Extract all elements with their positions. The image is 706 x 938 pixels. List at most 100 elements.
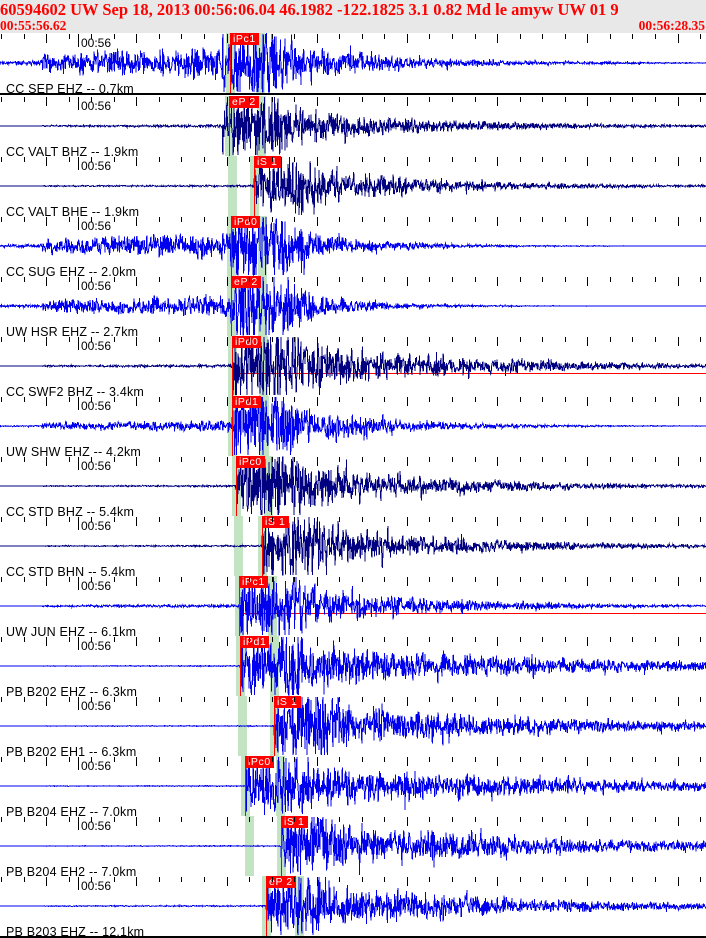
channel-label: CC STD BHN -- 5.4km bbox=[6, 565, 136, 576]
phase-pick-label[interactable]: iPd1 bbox=[232, 396, 262, 408]
phase-pick-label[interactable]: iS 1 bbox=[254, 156, 281, 168]
axis-tick bbox=[362, 817, 363, 822]
trace-row[interactable]: eP 2 UW HSR EHZ -- 2.7km bbox=[0, 276, 706, 336]
channel-label: CC VALT BHZ -- 1.9km bbox=[6, 145, 139, 156]
trace-row[interactable]: eP 2 PB B203 EHZ -- 12.1km bbox=[0, 876, 706, 936]
phase-pick-label[interactable]: iPc0 bbox=[245, 756, 274, 768]
channel-label: PB B204 EH2 -- 7.0km bbox=[6, 865, 137, 876]
axis-tick bbox=[24, 97, 25, 102]
phase-pick-line[interactable] bbox=[274, 696, 275, 756]
phase-pick-label[interactable]: iPc1 bbox=[239, 576, 268, 588]
trace-row[interactable]: iS 1 PB B204 EH2 -- 7.0km bbox=[0, 816, 706, 876]
axis-tick bbox=[384, 157, 385, 162]
axis-tick bbox=[497, 277, 498, 286]
phase-pick-label[interactable]: iPd1 bbox=[240, 636, 270, 648]
axis-tick bbox=[339, 637, 340, 642]
axis-time-label: 00:56 bbox=[81, 579, 112, 593]
trace-row[interactable]: iPc0 PB B204 EHZ -- 7.0km bbox=[0, 756, 706, 816]
axis-tick bbox=[407, 577, 408, 586]
phase-pick-line[interactable] bbox=[236, 456, 237, 516]
phase-pick-label[interactable]: eP 2 bbox=[266, 876, 296, 888]
axis-tick bbox=[181, 337, 182, 342]
trace-row[interactable]: iPd1 PB B202 EHZ -- 6.3km bbox=[0, 636, 706, 696]
axis-tick bbox=[497, 637, 498, 646]
phase-pick-line[interactable] bbox=[254, 156, 255, 216]
phase-pick-label[interactable]: iPd0 bbox=[232, 336, 262, 348]
phase-pick-line[interactable] bbox=[230, 33, 231, 93]
axis-tick bbox=[475, 457, 476, 462]
phase-pick-line[interactable] bbox=[232, 396, 233, 456]
phase-pick-label[interactable]: iS 1 bbox=[262, 516, 289, 528]
trace-row[interactable]: iS 1 CC STD BHN -- 5.4km bbox=[0, 516, 706, 576]
phase-pick-line[interactable] bbox=[281, 816, 282, 876]
axis-tick bbox=[227, 457, 228, 466]
trace-row[interactable]: iPd0 CC SUG EHZ -- 2.0km bbox=[0, 216, 706, 276]
axis-strip: 00:56 bbox=[0, 517, 706, 535]
phase-pick-line[interactable] bbox=[231, 276, 232, 336]
axis-tick bbox=[249, 34, 250, 39]
axis-tick bbox=[46, 457, 47, 466]
axis-tick bbox=[1, 577, 2, 582]
axis-tick bbox=[317, 397, 318, 406]
phase-pick-label[interactable]: iS 1 bbox=[274, 696, 301, 708]
waveform-trace bbox=[0, 96, 706, 156]
axis-time-label: 00:56 bbox=[81, 699, 112, 713]
waveform-trace bbox=[0, 516, 706, 576]
axis-tick bbox=[69, 217, 70, 222]
phase-pick-line[interactable] bbox=[231, 216, 232, 276]
axis-tick bbox=[136, 637, 137, 646]
axis-tick bbox=[587, 457, 588, 466]
axis-strip: 00:56 bbox=[0, 577, 706, 595]
axis-tick bbox=[46, 397, 47, 406]
axis-tick bbox=[700, 877, 701, 882]
axis-tick bbox=[69, 97, 70, 102]
phase-pick-line[interactable] bbox=[229, 96, 230, 156]
axis-tick bbox=[69, 517, 70, 522]
phase-pick-line[interactable] bbox=[239, 576, 240, 636]
trace-row[interactable]: iPd0 CC SWF2 BHZ -- 3.4km bbox=[0, 336, 706, 396]
axis-tick bbox=[136, 34, 137, 43]
phase-pick-label[interactable]: eP 2 bbox=[231, 276, 261, 288]
axis-tick bbox=[678, 637, 679, 646]
phase-pick-line[interactable] bbox=[266, 876, 267, 936]
axis-tick bbox=[46, 577, 47, 586]
trace-row[interactable]: iPc1 UW JUN EHZ -- 6.1km bbox=[0, 576, 706, 636]
axis-tick bbox=[407, 397, 408, 406]
trace-row[interactable]: iPc1 CC SEP EHZ -- 0.7km bbox=[0, 33, 706, 93]
axis-tick bbox=[24, 577, 25, 582]
axis-tick bbox=[46, 757, 47, 766]
axis-tick bbox=[46, 337, 47, 346]
axis-tick bbox=[136, 277, 137, 286]
phase-pick-label[interactable]: iPc1 bbox=[230, 33, 259, 45]
axis-tick bbox=[1, 97, 2, 102]
trace-row[interactable]: iS 1 CC VALT BHE -- 1.9km bbox=[0, 156, 706, 216]
phase-pick-line[interactable] bbox=[245, 756, 246, 816]
axis-tick bbox=[362, 517, 363, 522]
trace-row[interactable]: iPc0 CC STD BHZ -- 5.4km bbox=[0, 456, 706, 516]
axis-tick bbox=[249, 457, 250, 462]
trace-row[interactable]: iS 1 PB B202 EH1 -- 6.3km bbox=[0, 696, 706, 756]
axis-tick bbox=[542, 637, 543, 642]
phase-pick-label[interactable]: iPc0 bbox=[236, 456, 265, 468]
axis-tick bbox=[655, 517, 656, 522]
axis-tick bbox=[610, 217, 611, 222]
trace-panel[interactable]: iPc1 CC SEP EHZ -- 0.7km eP 2 CC VALT BHZ -… bbox=[0, 33, 706, 938]
trace-row[interactable]: eP 2 CC VALT BHZ -- 1.9km bbox=[0, 96, 706, 156]
time-axis bbox=[0, 277, 706, 286]
axis-tick bbox=[181, 697, 182, 702]
axis-tick bbox=[317, 97, 318, 106]
phase-pick-line[interactable] bbox=[240, 636, 241, 696]
axis-time-label: 00:56 bbox=[81, 819, 112, 833]
time-axis bbox=[0, 157, 706, 166]
trace-row[interactable]: iPd1 UW SHW EHZ -- 4.2km bbox=[0, 396, 706, 456]
axis-tick bbox=[181, 577, 182, 582]
axis-tick bbox=[24, 697, 25, 702]
phase-pick-label[interactable]: iS 1 bbox=[281, 816, 308, 828]
phase-pick-line[interactable] bbox=[232, 336, 233, 396]
axis-strip: 00:56 bbox=[0, 457, 706, 475]
axis-strip: 00:56 bbox=[0, 637, 706, 655]
axis-tick bbox=[227, 817, 228, 826]
phase-pick-line[interactable] bbox=[262, 516, 263, 576]
phase-pick-label[interactable]: iPd0 bbox=[231, 216, 261, 228]
axis-tick bbox=[227, 577, 228, 586]
